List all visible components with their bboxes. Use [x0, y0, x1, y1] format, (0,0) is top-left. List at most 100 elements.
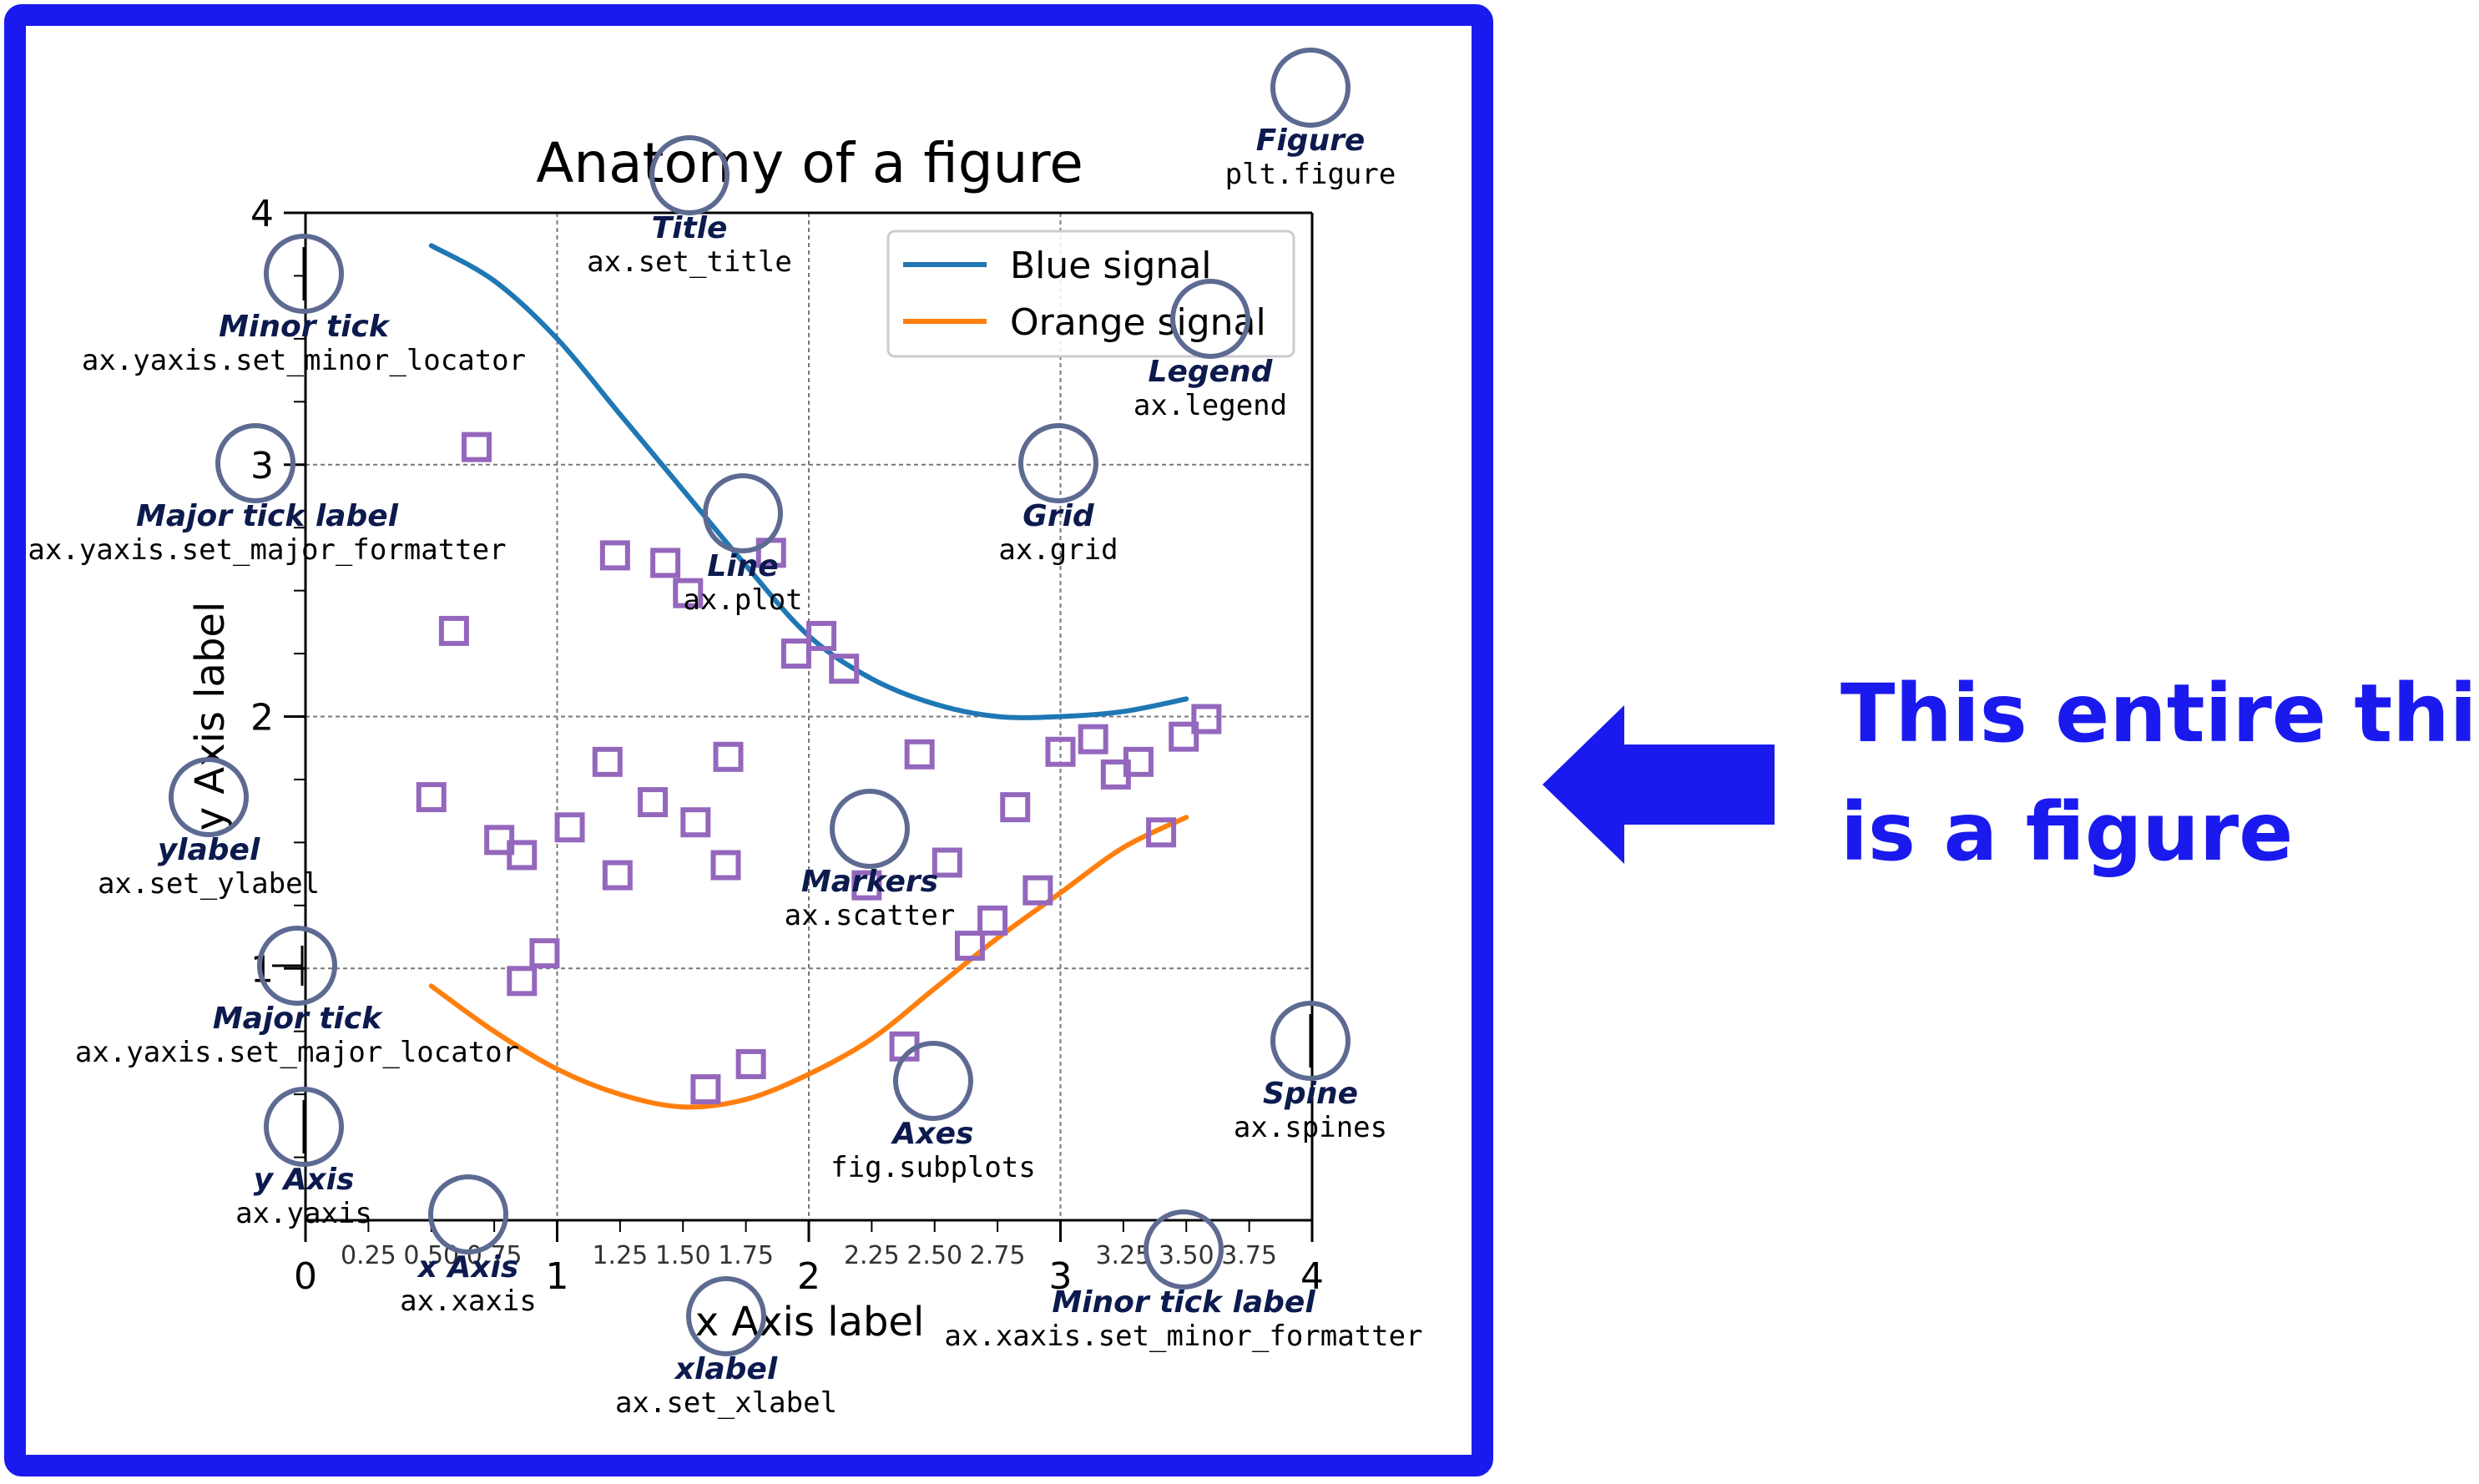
- axes-annotation-code: fig.subplots: [831, 1151, 1036, 1184]
- x-major-tick-label: 4: [1300, 1255, 1324, 1298]
- legend-annotation-title: Legend: [1149, 355, 1274, 389]
- grid-annotation-code: ax.grid: [998, 533, 1118, 567]
- figure-marker-circle-icon: [1270, 48, 1351, 128]
- xlabel-marker-circle-icon: [686, 1276, 766, 1356]
- x-minor-tick-label: 1.50: [655, 1241, 711, 1270]
- callout-line-2: is a figure: [1840, 785, 2293, 879]
- chart-title: Anatomy of a figure: [536, 131, 1083, 195]
- major-tick-marker-circle-icon: [257, 926, 337, 1006]
- scatter-marker: [1191, 704, 1222, 734]
- scatter-marker: [680, 807, 711, 838]
- scatter-marker: [673, 578, 704, 608]
- xlabel-annotation-code: ax.set_xlabel: [615, 1386, 837, 1420]
- y-major-tick-label: 4: [250, 193, 274, 235]
- scatter-marker: [1146, 817, 1177, 848]
- scatter-marker: [599, 540, 630, 571]
- scatter-marker: [932, 847, 962, 878]
- minor-tick-marker-circle-icon: [264, 234, 344, 314]
- scatter-marker: [507, 840, 538, 871]
- line-marker-circle-icon: [703, 473, 783, 553]
- title-marker-circle-icon: [649, 135, 730, 215]
- spine-annotation-code: ax.spines: [1234, 1111, 1387, 1144]
- y-axis-label: y Axis label: [187, 602, 234, 831]
- scatter-marker: [529, 938, 560, 969]
- callout-line-1: This entire thing: [1840, 667, 2479, 760]
- scatter-marker: [507, 966, 538, 997]
- scatter-marker: [462, 432, 492, 462]
- minor-tick-annotation-title: Minor tick: [219, 310, 391, 344]
- grid-marker-circle-icon: [1018, 423, 1098, 503]
- grid-annotation-title: Grid: [1022, 499, 1095, 533]
- markers-marker-circle-icon: [830, 789, 910, 869]
- scatter-marker: [484, 825, 515, 856]
- scatter-marker: [1078, 724, 1108, 755]
- spine-annotation-title: Spine: [1263, 1077, 1358, 1111]
- x-minor-tick-label: 1.25: [592, 1241, 648, 1270]
- x-minor-tick-label: 3.25: [1095, 1241, 1151, 1270]
- major-tick-label-annotation-code: ax.yaxis.set_major_formatter: [28, 533, 506, 567]
- scatter-marker: [851, 870, 882, 901]
- legend-label-orange: Orange signal: [1010, 301, 1266, 344]
- x-axis-label: x Axis label: [695, 1299, 925, 1345]
- y-axis-marker-circle-icon: [264, 1087, 344, 1167]
- data-series: [416, 243, 1222, 1110]
- axis-ticks: 0 1 2 3 40.25 0.50 0.75 1.25 1.50 1.75 2.25 2.50 2.7…: [250, 193, 1324, 1298]
- blue-signal-line: [428, 243, 1189, 720]
- axes-marker-circle-icon: [893, 1041, 973, 1121]
- scatter-marker: [1169, 721, 1199, 752]
- x-minor-tick-label: 3.75: [1221, 1241, 1277, 1270]
- scatter-marker: [1000, 792, 1031, 823]
- legend-marker-circle-icon: [1170, 279, 1250, 359]
- title-annotation-title: Title: [652, 211, 728, 245]
- scatter-marker: [1045, 736, 1076, 767]
- y-axis-annotation-title: y Axis: [254, 1163, 355, 1197]
- grid: [305, 213, 1312, 1220]
- scatter-marker: [438, 615, 469, 646]
- scatter-marker: [592, 746, 623, 777]
- scatter-marker: [1123, 746, 1154, 777]
- x-minor-tick-label: 3.50: [1159, 1241, 1214, 1270]
- major-tick-label-marker-circle-icon: [215, 423, 295, 503]
- legend-label-blue: Blue signal: [1010, 245, 1212, 287]
- title-annotation-code: ax.set_title: [587, 245, 792, 279]
- line-annotation-code: ax.plot: [683, 583, 802, 617]
- scatter-marker: [904, 739, 935, 770]
- minor-tick-label-annotation-code: ax.xaxis.set_minor_formatter: [944, 1320, 1422, 1353]
- legend-annotation-code: ax.legend: [1133, 389, 1287, 422]
- x-axis-annotation-title: x Axis: [417, 1250, 519, 1285]
- figure-annotation-code: plt.figure: [1225, 158, 1396, 191]
- x-axis-annotation-code: ax.xaxis: [400, 1285, 537, 1318]
- x-minor-tick-label: 0.75: [467, 1241, 523, 1270]
- major-tick-annotation-title: Major tick: [213, 1002, 383, 1036]
- x-minor-tick-label: 2.25: [844, 1241, 900, 1270]
- ylabel-annotation-title: ylabel: [158, 833, 260, 867]
- legend: Blue signal Orange signal: [886, 230, 1295, 358]
- x-major-tick-label: 3: [1049, 1255, 1073, 1298]
- scatter-marker: [977, 905, 1008, 936]
- x-major-tick-label: 2: [797, 1255, 820, 1298]
- scatter-marker: [1022, 875, 1053, 906]
- x-minor-tick-label: 2.50: [906, 1241, 962, 1270]
- scatter-marker: [416, 782, 447, 813]
- x-axis-marker-circle-icon: [428, 1174, 508, 1254]
- scatter-marker: [602, 860, 633, 891]
- x-major-tick-label: 1: [546, 1255, 569, 1298]
- scatter-marker: [638, 787, 669, 818]
- scatter-marker: [650, 548, 681, 578]
- scatter-marker: [690, 1074, 721, 1105]
- major-tick-annotation-code: ax.yaxis.set_major_locator: [75, 1036, 519, 1069]
- scatter-marker: [829, 654, 860, 684]
- axes-annotation-title: Axes: [891, 1117, 974, 1151]
- scatter-marker: [713, 741, 744, 772]
- y-axis-annotation-code: ax.yaxis: [235, 1197, 372, 1230]
- markers-annotation-title: Markers: [801, 865, 938, 899]
- ylabel-annotation-code: ax.set_ylabel: [98, 867, 320, 901]
- ylabel-marker-circle-icon: [169, 757, 249, 837]
- scatter-marker: [735, 1048, 766, 1079]
- markers-annotation-code: ax.scatter: [785, 899, 956, 932]
- x-minor-tick-label: 2.75: [970, 1241, 1026, 1270]
- x-minor-tick-label: 1.75: [718, 1241, 774, 1270]
- figure-frame: [4, 4, 1493, 1476]
